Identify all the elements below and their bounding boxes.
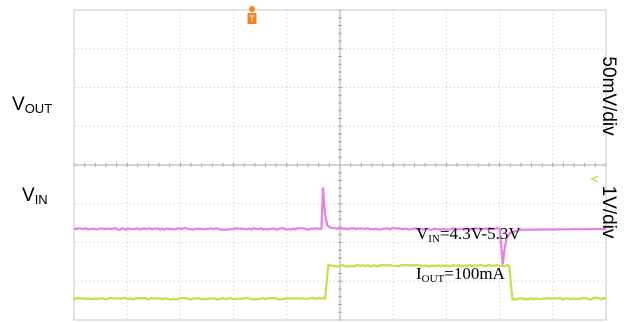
trigger-marker: T (247, 6, 257, 24)
vout-scale-label: 50mV/div (598, 56, 619, 136)
annotation-vin-rest: =4.3V-5.3V (440, 224, 521, 243)
annotation-iout-sub: OUT (422, 273, 445, 285)
annotation-iout-rest: =100mA (444, 264, 505, 283)
vin-label-main: V (22, 185, 35, 206)
grid (73, 9, 607, 321)
trace-vin (73, 263, 607, 301)
annotation-iout: IOUT=100mA (416, 264, 506, 285)
traces (73, 187, 607, 301)
trigger-label: T (249, 14, 255, 24)
vin-reference-marker (590, 175, 599, 183)
vout-label-main: V (12, 94, 25, 115)
annotation-vin-sub: IN (428, 233, 440, 245)
annotation-vin-range: VIN=4.3V-5.3V (416, 224, 521, 245)
vout-label-sub: OUT (25, 101, 53, 116)
annotation-iout-main: I (416, 264, 422, 283)
trigger-dot (249, 6, 255, 12)
vin-channel-label: VIN (22, 185, 48, 207)
annotation-vin-main: V (416, 224, 429, 243)
vin-scale-label: 1V/div (598, 186, 619, 239)
trace-vout (73, 187, 607, 265)
vout-channel-label: VOUT (12, 94, 52, 116)
vin-label-sub: IN (35, 192, 48, 207)
trigger-badge (247, 13, 257, 24)
